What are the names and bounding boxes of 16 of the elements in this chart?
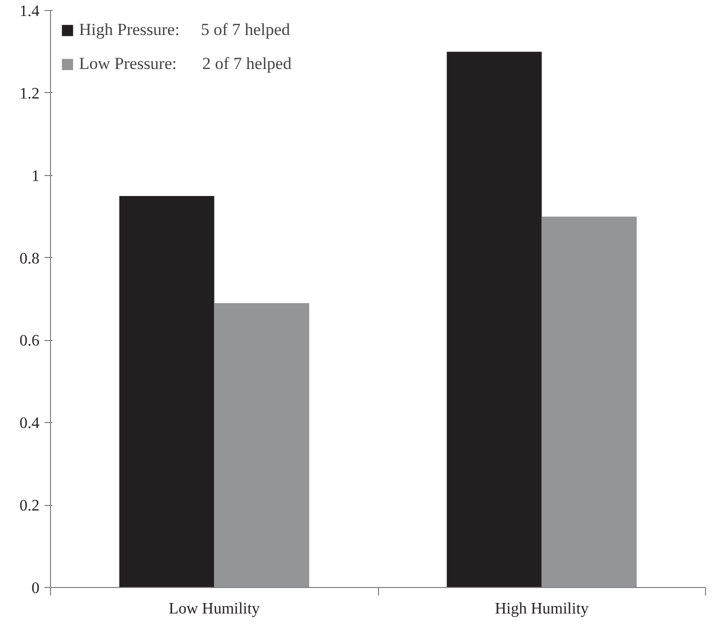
y-tick-label: 0.4 bbox=[20, 415, 40, 432]
y-tick-label: 0.6 bbox=[20, 332, 40, 350]
y-tick-label: 1 bbox=[32, 168, 40, 185]
y-tick-label: 1.4 bbox=[20, 3, 40, 20]
bar bbox=[542, 216, 637, 588]
x-tick-label: High Humility bbox=[494, 600, 589, 618]
y-tick-label: 0 bbox=[32, 580, 40, 597]
y-tick-label: 0.8 bbox=[20, 250, 40, 268]
legend-label: Low Pressure: 2 of 7 helped bbox=[79, 54, 292, 74]
bar bbox=[119, 196, 214, 588]
bar bbox=[446, 52, 542, 588]
y-tick-label: 1.2 bbox=[20, 85, 40, 102]
x-tick-label: Low Humility bbox=[168, 600, 260, 618]
legend-label: High Pressure: 5 of 7 helped bbox=[79, 20, 290, 40]
y-tick-label: 0.2 bbox=[20, 498, 40, 515]
bar bbox=[214, 303, 310, 588]
